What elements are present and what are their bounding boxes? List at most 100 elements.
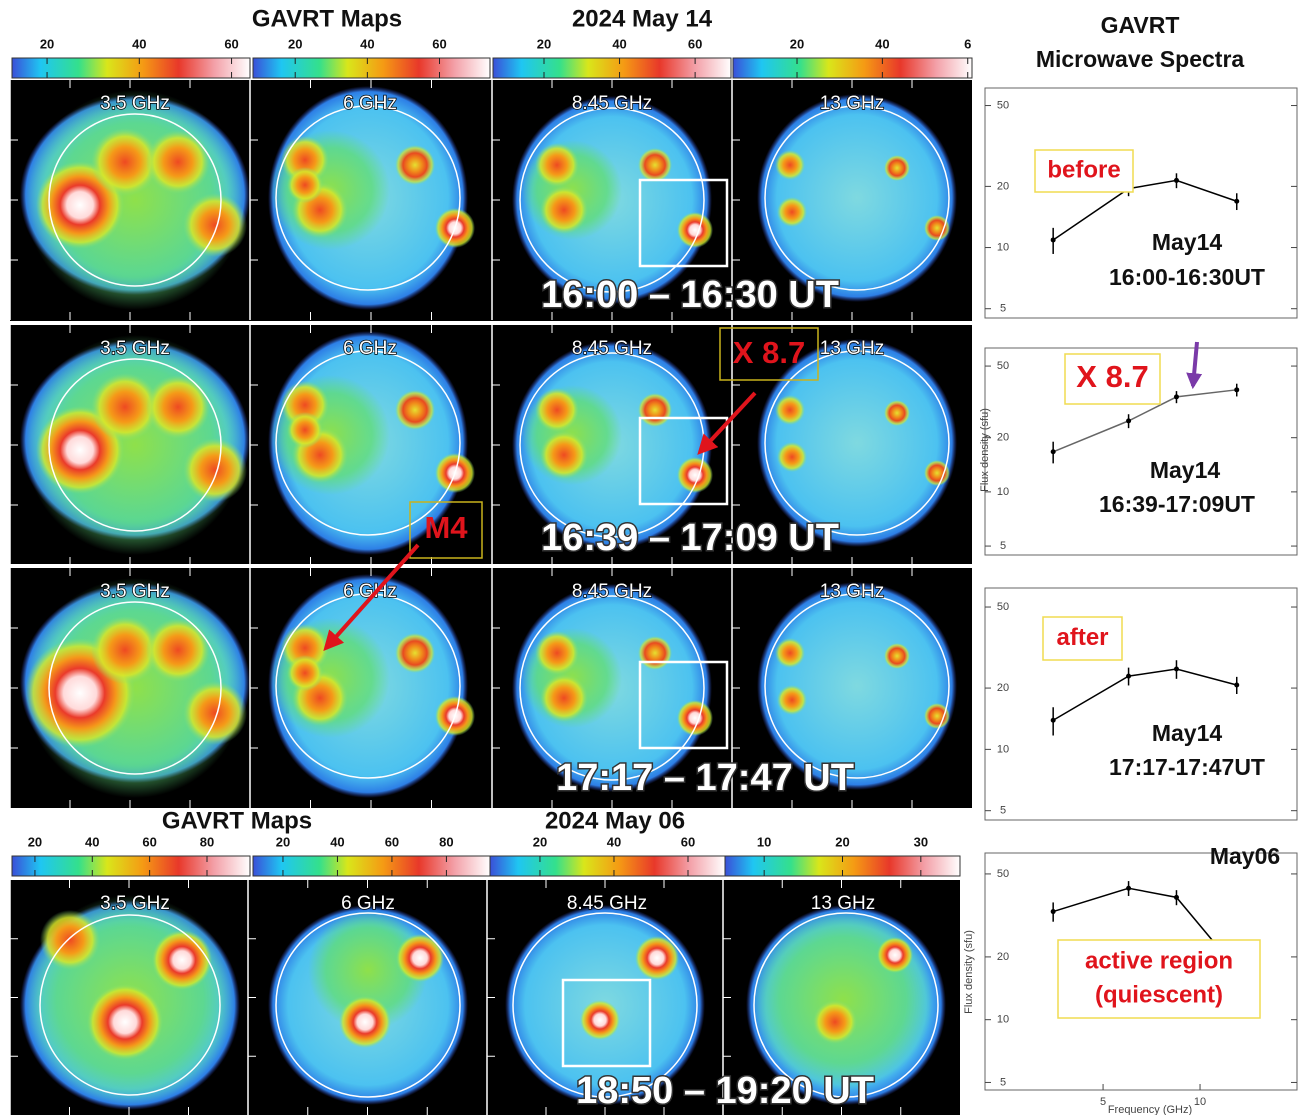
- y-tick-label: 20: [997, 432, 1009, 444]
- data-point: [1051, 909, 1056, 914]
- frequency-label: 3.5 GHz: [100, 338, 170, 359]
- time-label: 16:00 – 16:30 UT: [541, 274, 839, 316]
- frequency-label: 6 GHz: [343, 93, 397, 114]
- data-point: [1126, 886, 1131, 891]
- spectra-title: GAVRT: [1101, 12, 1180, 38]
- time-label: 17:17 – 17:47 UT: [556, 757, 854, 799]
- emission: [395, 145, 435, 185]
- y-axis-label: Flux density (sfu): [963, 930, 975, 1014]
- frequency-label: 6 GHz: [343, 338, 397, 359]
- y-axis-label: Flux density (sfu): [979, 408, 991, 492]
- colorbar-tick-label: 40: [330, 834, 344, 849]
- y-tick-label: 20: [997, 682, 1009, 694]
- emission: [40, 910, 100, 970]
- colorbar: [12, 856, 250, 876]
- emission: [638, 636, 672, 670]
- emission: [540, 186, 588, 234]
- date-title: 2024 May 14: [572, 5, 713, 32]
- y-tick-label: 5: [1000, 1076, 1006, 1088]
- data-point: [1174, 178, 1179, 183]
- emission: [152, 930, 212, 990]
- annotation: X 8.7: [733, 335, 805, 370]
- y-tick-label: 50: [997, 868, 1009, 880]
- data-point: [1234, 199, 1239, 204]
- emission: [775, 638, 805, 668]
- emission: [775, 395, 805, 425]
- colorbar-tick-label: 20: [276, 834, 290, 849]
- time-label: 18:50 – 19:20 UT: [576, 1070, 874, 1112]
- emission: [540, 674, 588, 722]
- spectrum-chart: 5102050afterMay1417:17-17:47UT: [985, 588, 1297, 820]
- x-tick-label: 10: [1194, 1096, 1206, 1108]
- data-point: [1126, 674, 1131, 679]
- page: GAVRT maps and spectra { "header": {"map…: [0, 0, 1301, 1115]
- emission: [777, 685, 807, 715]
- emission: [183, 193, 247, 257]
- colorbar: [12, 58, 250, 78]
- emission: [775, 150, 805, 180]
- chart-title: May06: [1210, 843, 1280, 869]
- time-label: 17:17-17:47UT: [1109, 754, 1265, 780]
- data-point: [1174, 667, 1179, 672]
- colorbar-tick-label: 40: [607, 834, 621, 849]
- colorbar-tick-label: 20: [835, 834, 849, 849]
- emission: [146, 618, 210, 682]
- frequency-label: 3.5 GHz: [100, 581, 170, 602]
- emission: [146, 130, 210, 194]
- emission: [877, 937, 913, 973]
- frequency-label: 8.45 GHz: [567, 893, 647, 914]
- emission: [396, 934, 444, 982]
- colorbar-tick-label: 80: [200, 834, 214, 849]
- frequency-label: 8.45 GHz: [572, 93, 652, 114]
- plot-frame: [985, 588, 1297, 820]
- emission: [677, 700, 713, 736]
- colorbar-tick-label: 60: [385, 834, 399, 849]
- colorbar-tick-label: 60: [681, 834, 695, 849]
- emission: [638, 393, 672, 427]
- emission: [753, 910, 933, 1090]
- annotation: after: [1056, 624, 1108, 651]
- emission: [540, 431, 588, 479]
- y-tick-label: 10: [997, 241, 1009, 253]
- time-label: 16:39-17:09UT: [1099, 491, 1255, 517]
- frequency-label: 13 GHz: [820, 338, 884, 359]
- time-label: 16:39 – 17:09 UT: [541, 517, 839, 559]
- y-tick-label: 50: [997, 99, 1009, 111]
- data-point: [1051, 237, 1056, 242]
- emission: [287, 655, 323, 691]
- data-point: [1234, 683, 1239, 688]
- emission: [287, 167, 323, 203]
- figure: GAVRT Maps 2024 May 14 GAVRT Microwave S…: [0, 0, 1301, 1115]
- spectrum-chart: 5102050X 8.7May1416:39-17:09UTFlux densi…: [979, 342, 1297, 555]
- emission: [395, 633, 435, 673]
- emission: [677, 212, 713, 248]
- emission: [535, 631, 579, 675]
- colorbar-tick-label: 40: [612, 36, 626, 51]
- x-axis-label: Frequency (GHz): [1108, 1104, 1192, 1115]
- emission: [183, 438, 247, 502]
- y-tick-label: 50: [997, 601, 1009, 613]
- emission: [339, 996, 391, 1048]
- frequency-label: 13 GHz: [811, 893, 875, 914]
- emission: [395, 390, 435, 430]
- frequency-label: 13 GHz: [820, 93, 884, 114]
- frequency-label: 8.45 GHz: [572, 581, 652, 602]
- colorbar-tick-label: 60: [688, 36, 702, 51]
- y-tick-label: 50: [997, 360, 1009, 372]
- colorbar-tick-label: 20: [288, 36, 302, 51]
- colorbar-tick-label: 20: [537, 36, 551, 51]
- emission: [580, 1000, 620, 1040]
- emission: [87, 984, 163, 1060]
- frequency-label: 6 GHz: [341, 893, 395, 914]
- y-tick-label: 5: [1000, 540, 1006, 552]
- emission: [287, 412, 323, 448]
- colorbar: [253, 58, 490, 78]
- date-label: May14: [1150, 457, 1221, 483]
- data-point: [1174, 394, 1179, 399]
- spectra-title: Microwave Spectra: [1036, 46, 1245, 72]
- emission: [777, 197, 807, 227]
- emission: [884, 155, 910, 181]
